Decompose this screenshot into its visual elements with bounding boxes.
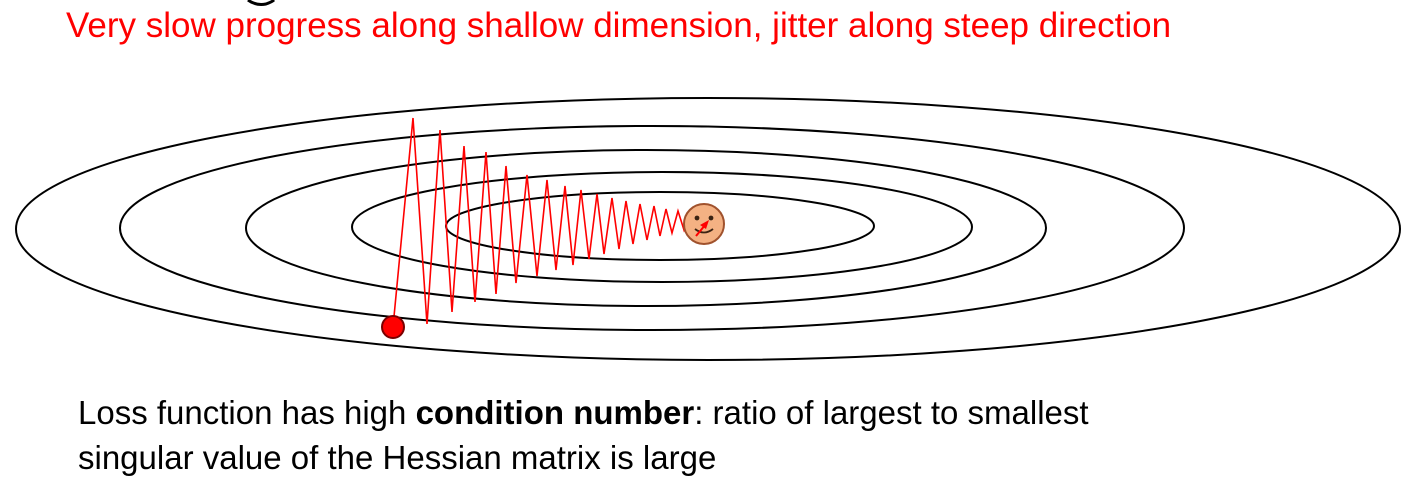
contour-ellipse-2 (119, 125, 1185, 331)
caption-text-end: : ratio of largest to smallest (694, 394, 1089, 431)
contour-ellipse-4 (351, 171, 973, 283)
start-point-marker (381, 315, 405, 339)
condition-number-caption: Loss function has high condition number:… (78, 390, 1378, 480)
contour-ellipse-3 (245, 149, 1047, 307)
contour-ellipse-5 (445, 191, 875, 261)
sgd-jitter-path (392, 117, 697, 328)
cropped-text-fragment (247, 0, 276, 6)
contour-lines (15, 97, 1401, 361)
final-step-arrow (695, 220, 709, 237)
slide-heading: Very slow progress along shallow dimensi… (66, 6, 1172, 45)
caption-line-2: singular value of the Hessian matrix is … (78, 439, 717, 476)
caption-bold-term: condition number (415, 394, 695, 431)
caption-text-start: Loss function has high (78, 394, 416, 431)
contour-ellipse-1 (15, 97, 1401, 361)
